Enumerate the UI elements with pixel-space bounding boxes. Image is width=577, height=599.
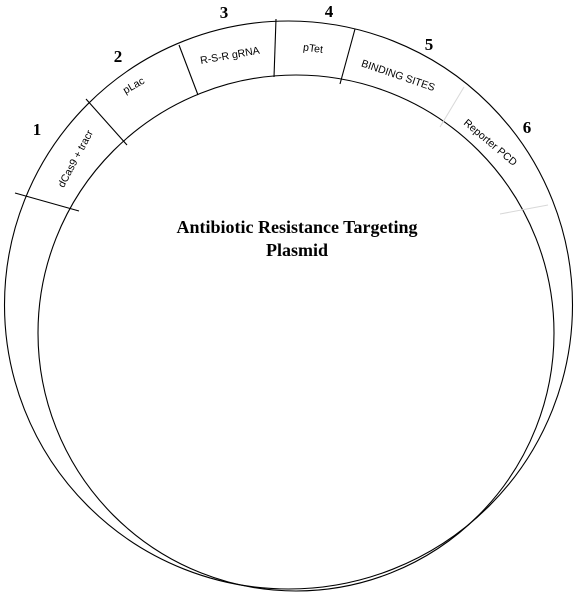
segment-number: 5 bbox=[425, 35, 434, 54]
segment-divider bbox=[178, 44, 199, 96]
segment-label: BINDING SITES bbox=[360, 58, 437, 94]
segment-divider bbox=[339, 28, 356, 85]
segment-number: 3 bbox=[220, 3, 229, 22]
plasmid-title-line-2: Plasmid bbox=[266, 240, 328, 260]
plasmid-title-line-1: Antibiotic Resistance Targeting bbox=[177, 217, 418, 237]
segment-divider bbox=[14, 192, 80, 212]
segment-number: 1 bbox=[33, 120, 42, 139]
segment-number: 6 bbox=[523, 118, 532, 137]
segment-divider bbox=[85, 98, 128, 146]
segment-divider bbox=[439, 86, 465, 128]
segment-labels: dCas9 + tracr pLac R-S-R gRNA pTet BINDING S… bbox=[56, 42, 520, 190]
plasmid-outer-ring bbox=[3, 20, 574, 590]
plasmid-inner-ring bbox=[37, 74, 555, 592]
segment-label: pTet bbox=[302, 42, 323, 56]
segment-label: pLac bbox=[121, 75, 147, 97]
segment-label: dCas9 + tracr bbox=[56, 128, 97, 190]
segment-number: 4 bbox=[325, 2, 334, 21]
segment-numbers: 1 2 3 4 5 6 bbox=[33, 2, 532, 139]
segment-divider bbox=[273, 18, 277, 78]
segment-number: 2 bbox=[114, 47, 123, 66]
segment-label: R-S-R gRNA bbox=[199, 45, 260, 67]
segment-divider bbox=[499, 204, 549, 215]
segment-dividers bbox=[14, 18, 549, 215]
